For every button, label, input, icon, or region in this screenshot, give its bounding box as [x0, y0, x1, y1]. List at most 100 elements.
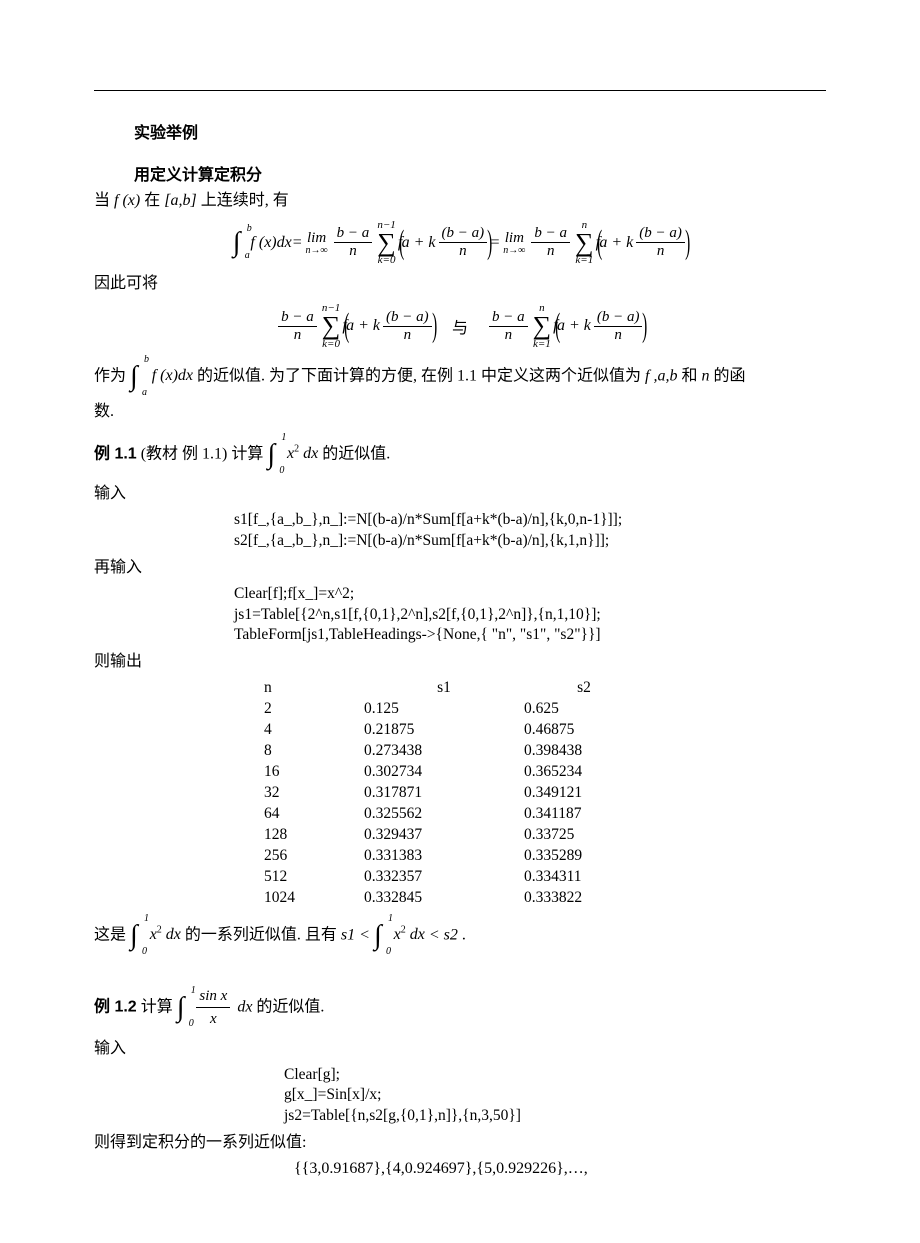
sum: n ∑ k=1	[575, 219, 594, 266]
sum-bot: k=1	[533, 338, 551, 350]
sum: n ∑ k=1	[533, 302, 552, 349]
text: 的近似值.	[322, 445, 390, 462]
den: n	[611, 327, 625, 344]
fraction-sinx-x: sin x x	[196, 985, 230, 1031]
table-row: 40.218750.46875	[264, 720, 826, 741]
num: b − a	[334, 225, 373, 243]
integrand-x2: x2 dx	[150, 926, 181, 943]
text: 当	[94, 192, 114, 209]
cell-n: 8	[264, 741, 364, 762]
code-line: Clear[f];f[x_]=x^2;	[234, 584, 826, 605]
lower-limit: 0	[142, 944, 147, 959]
code-line: g[x_]=Sin[x]/x;	[284, 1085, 826, 1106]
a-plus-k: a + k	[557, 317, 591, 335]
num: b − a	[531, 225, 570, 243]
example-label: 例 1.1	[94, 445, 137, 462]
cell-s2: 0.335289	[524, 846, 644, 867]
a-plus-k: a + k	[346, 317, 380, 335]
input-label-2: 输入	[94, 1037, 826, 1061]
fraction: b − a n	[334, 225, 373, 260]
den: n	[654, 243, 668, 260]
cell-s1: 0.273438	[364, 741, 524, 762]
upper-limit: b	[247, 223, 252, 234]
lower-limit: 0	[189, 1016, 194, 1031]
den: n	[291, 327, 305, 344]
cell-s1: 0.332357	[364, 867, 524, 888]
code-line: TableForm[js1,TableHeadings->{None,{ "n"…	[234, 625, 826, 646]
result-table: n s1 s2 20.1250.62540.218750.4687580.273…	[264, 678, 826, 908]
formula-pair: b − a n n−1 ∑ k=0 f ( a + k (b − a) n ) …	[94, 302, 826, 349]
integrand: f (x)dx	[152, 367, 193, 384]
cell-n: 128	[264, 825, 364, 846]
den: n	[456, 243, 470, 260]
lt: <	[359, 926, 374, 943]
cell-s1: 0.21875	[364, 720, 524, 741]
code-line: js2=Table[{n,s2[g,{0,1},n]},{n,3,50}]	[284, 1106, 826, 1127]
cell-s1: 0.332845	[364, 888, 524, 909]
den: n	[346, 243, 360, 260]
table-row: 20.1250.625	[264, 699, 826, 720]
reinput-label: 再输入	[94, 556, 826, 580]
cell-s2: 0.398438	[524, 741, 644, 762]
table-row: 10240.3328450.333822	[264, 888, 826, 909]
sum-bot: k=0	[378, 254, 396, 266]
intro-line: 当 f (x) 在 [a,b] 上连续时, 有	[94, 189, 826, 213]
cell-s2: 0.349121	[524, 783, 644, 804]
output-label: 则输出	[94, 650, 826, 674]
vars: f ,a,b	[645, 367, 677, 384]
text: 上连续时, 有	[201, 192, 289, 209]
num: b − a	[489, 309, 528, 327]
den: n	[544, 243, 558, 260]
cell-s2: 0.365234	[524, 762, 644, 783]
upper-limit: 1	[388, 911, 393, 926]
limit: lim n→∞	[306, 230, 328, 256]
table-row: 640.3255620.341187	[264, 804, 826, 825]
horizontal-rule	[94, 90, 826, 91]
table-header-row: n s1 s2	[264, 678, 826, 699]
fx: f (x)	[114, 192, 140, 209]
conclusion-1: 这是 ∫ 1 0 x2 dx 的一系列近似值. 且有 s1 < ∫ 1 0 x2…	[94, 915, 826, 957]
fraction: (b − a) n	[636, 225, 685, 260]
as-approx-line: 作为 ∫ b a f (x)dx 的近似值. 为了下面计算的方便, 在例 1.1…	[94, 356, 826, 398]
integral-sign: ∫ 1 0	[177, 987, 187, 1029]
heading-definite-integral: 用定义计算定积分	[134, 161, 826, 185]
a-plus-k: a + k	[402, 234, 436, 252]
cell-s1: 0.302734	[364, 762, 524, 783]
text: 和	[681, 367, 701, 384]
code-line: js1=Table[{2^n,s1[f,{0,1},2^n],s2[f,{0,1…	[234, 605, 826, 626]
table-row: 320.3178710.349121	[264, 783, 826, 804]
num: (b − a)	[636, 225, 685, 243]
upper-limit: 1	[191, 983, 196, 998]
den: n	[401, 327, 415, 344]
sum-bot: k=0	[322, 338, 340, 350]
integral-sign: ∫ b a	[233, 227, 243, 259]
col-header-s1: s1	[364, 678, 524, 699]
code-block-1: s1[f_,{a_,b_},n_]:=N[(b-a)/n*Sum[f[a+k*(…	[234, 510, 826, 552]
input-label: 输入	[94, 482, 826, 506]
result-line: {{3,0.91687},{4,0.924697},{5,0.929226},……	[294, 1157, 826, 1181]
text: 的函	[713, 367, 745, 384]
cell-s2: 0.341187	[524, 804, 644, 825]
lower-limit: a	[245, 250, 250, 261]
n: n	[701, 367, 709, 384]
cell-n: 1024	[264, 888, 364, 909]
cell-s1: 0.325562	[364, 804, 524, 825]
text: 的近似值.	[256, 998, 324, 1015]
code-line: s1[f_,{a_,b_},n_]:=N[(b-a)/n*Sum[f[a+k*(…	[234, 510, 826, 531]
num: (b − a)	[383, 309, 432, 327]
as-approx-line2: 数.	[94, 400, 826, 424]
table-row: 160.3027340.365234	[264, 762, 826, 783]
den: x	[207, 1008, 220, 1031]
lt: <	[429, 926, 444, 943]
cell-n: 32	[264, 783, 364, 804]
integrand-x2: x2 dx	[287, 445, 318, 462]
fraction: (b − a) n	[594, 309, 643, 344]
fraction: (b − a) n	[439, 225, 488, 260]
cell-n: 256	[264, 846, 364, 867]
table-row: 80.2734380.398438	[264, 741, 826, 762]
document-page: 实验举例 用定义计算定积分 当 f (x) 在 [a,b] 上连续时, 有 ∫ …	[0, 0, 920, 1243]
text: 计算	[141, 998, 173, 1015]
den: n	[502, 327, 516, 344]
s2: s2	[444, 926, 458, 943]
dx: dx	[237, 998, 252, 1015]
